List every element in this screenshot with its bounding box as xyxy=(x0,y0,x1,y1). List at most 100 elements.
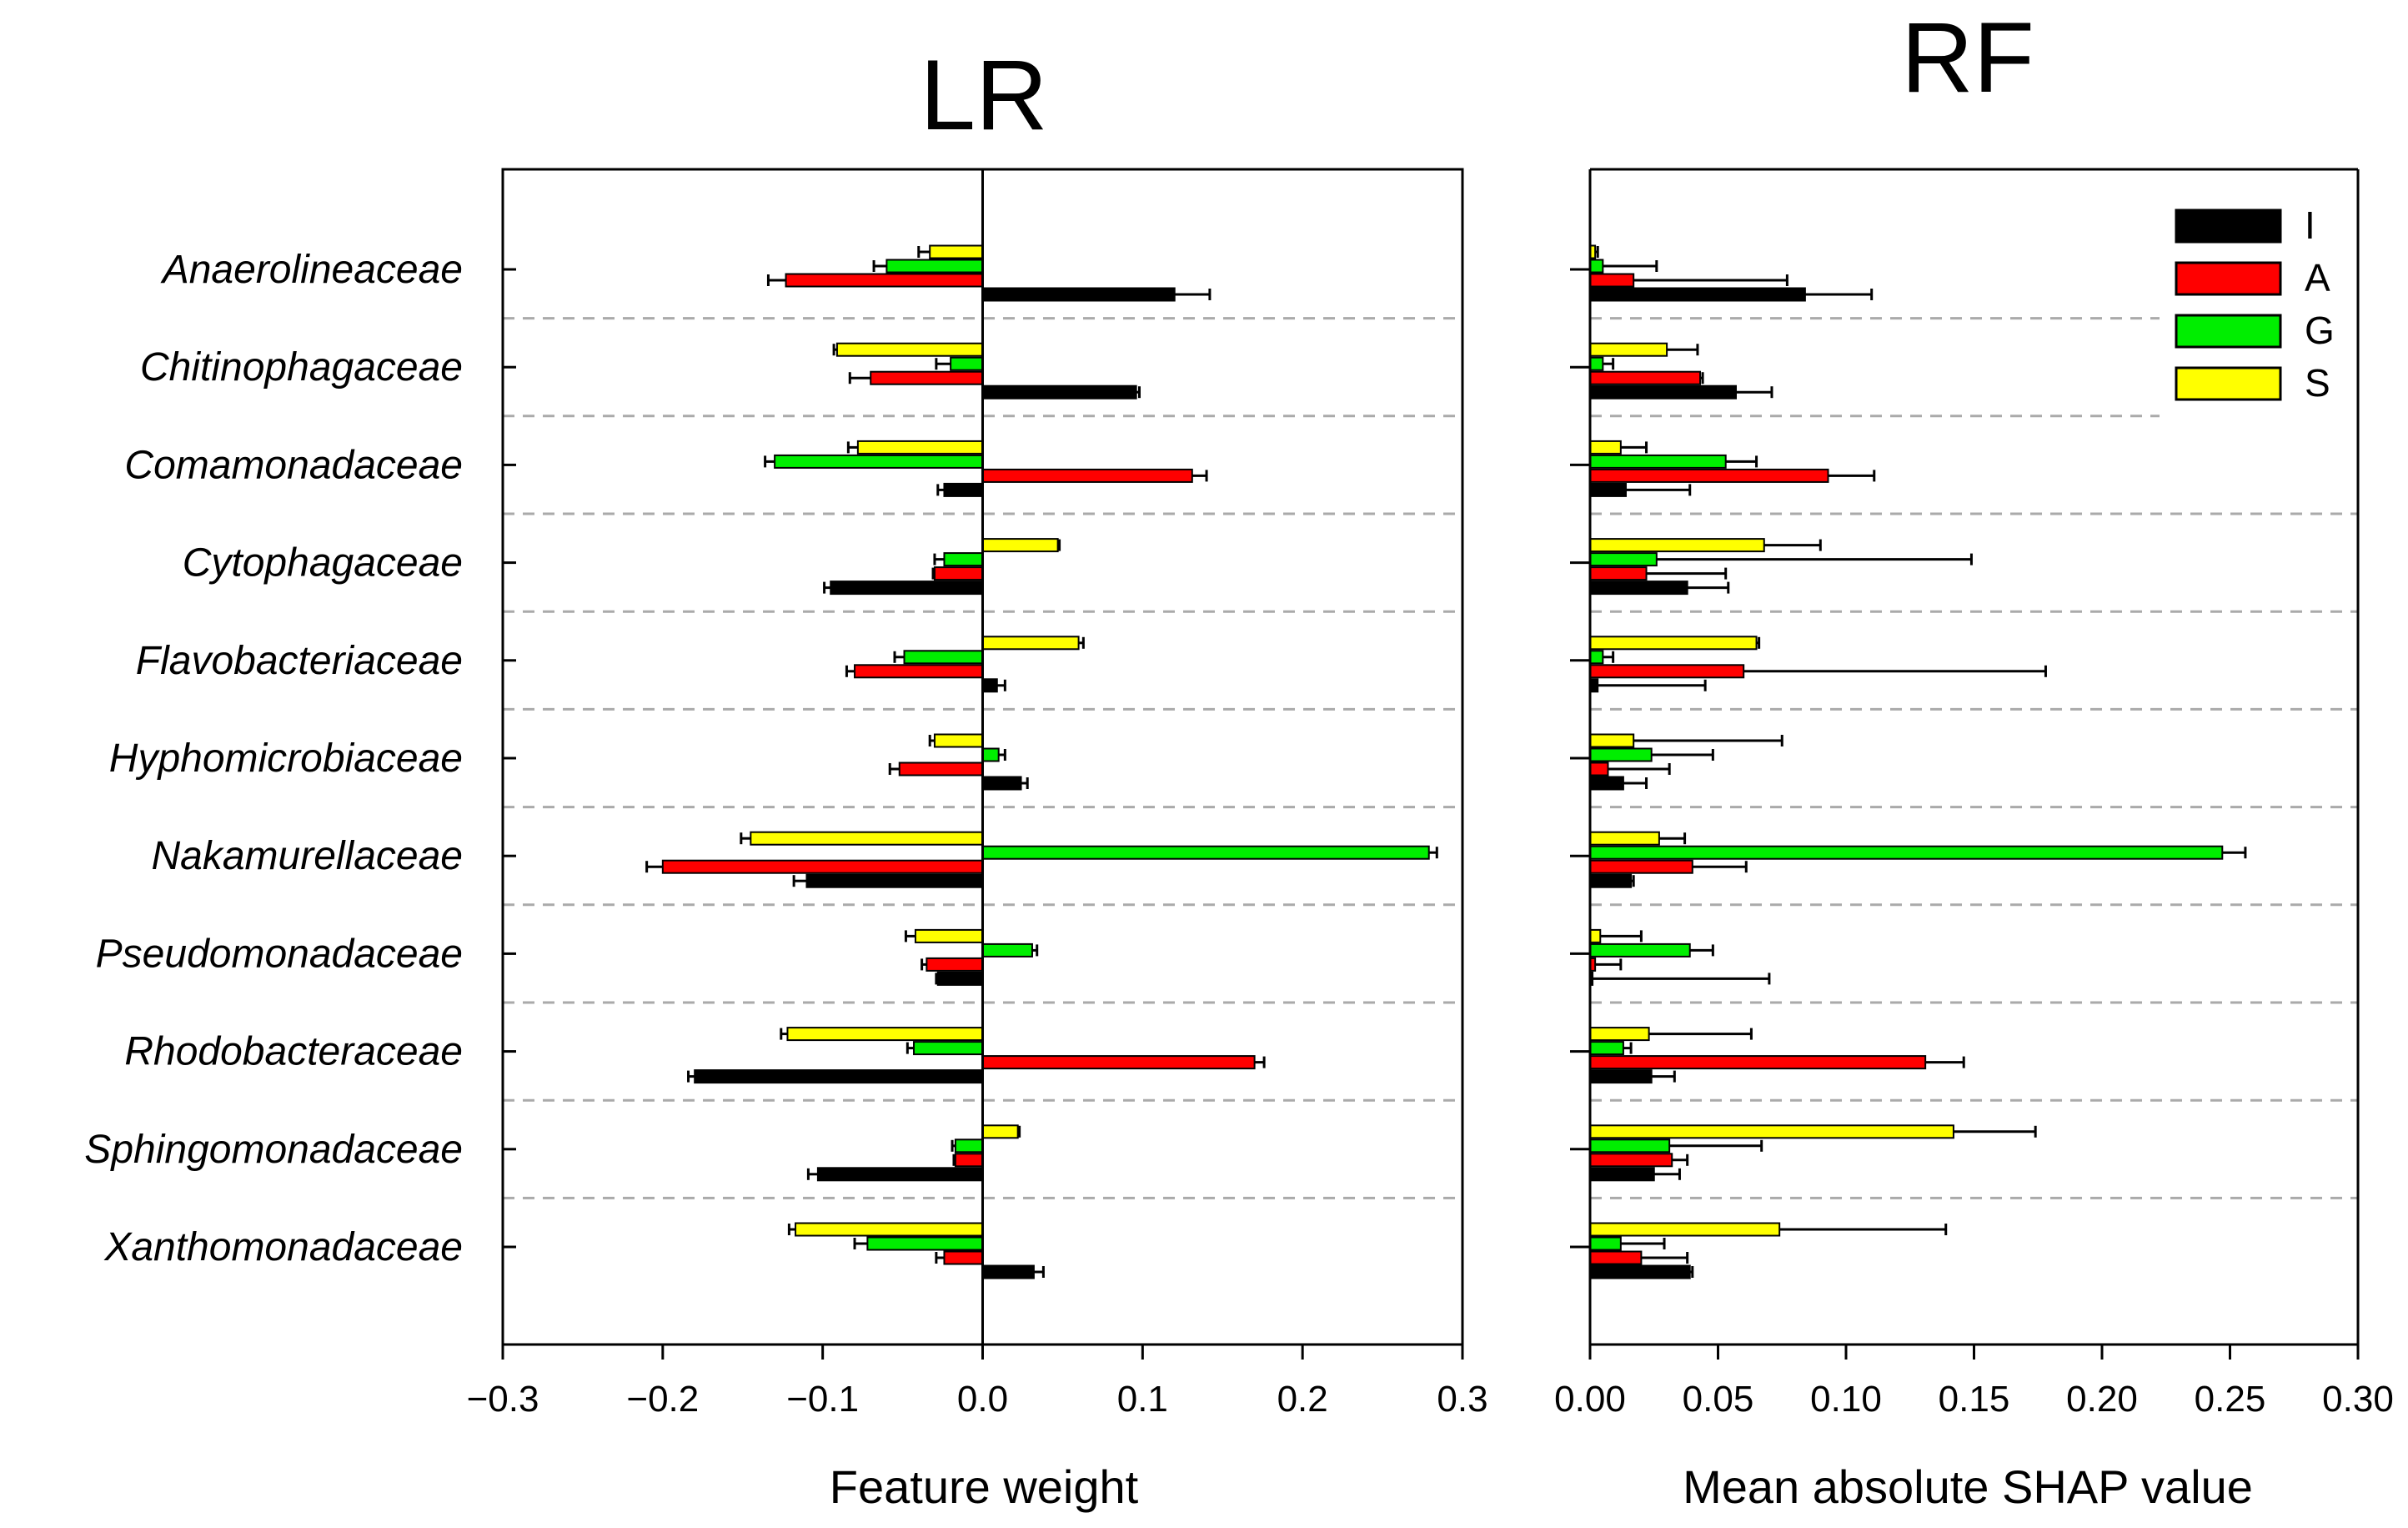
bar-a xyxy=(1589,664,1745,679)
bar-g xyxy=(903,650,984,665)
bar-i xyxy=(1589,776,1624,791)
bar-g xyxy=(943,552,984,567)
category-label: Anaerolineaceae xyxy=(160,248,463,292)
bar-i xyxy=(1589,1167,1655,1182)
legend-swatch xyxy=(2175,261,2282,296)
bar-s xyxy=(1589,342,1668,357)
bar-a xyxy=(954,1153,984,1168)
bar-i xyxy=(936,971,984,986)
bar-s xyxy=(786,1027,984,1042)
bar-g xyxy=(1589,747,1653,762)
bar-g xyxy=(981,942,1033,958)
category-label: Nakamurellaceae xyxy=(151,834,463,878)
bar-g xyxy=(1589,845,2224,860)
x-tick-label: 0.05 xyxy=(1683,1379,1754,1420)
bar-i xyxy=(816,1167,984,1182)
bar-i xyxy=(981,678,998,693)
bar-i xyxy=(981,776,1022,791)
category-label: Rhodobacteraceae xyxy=(124,1030,463,1074)
bar-s xyxy=(1589,1027,1650,1042)
legend-label: A xyxy=(2305,256,2330,299)
bar-a xyxy=(1589,1055,1927,1070)
rf-x-ticks: 0.00 0.05 0.10 0.15 0.20 0.25 0.30 xyxy=(1554,1345,2394,1420)
bar-a xyxy=(870,370,984,385)
bar-s xyxy=(750,831,984,846)
bar-i xyxy=(1589,581,1688,596)
bar-s xyxy=(1589,831,1660,846)
bar-g xyxy=(950,356,984,371)
bar-s xyxy=(981,1124,1019,1139)
bar-g xyxy=(885,259,984,274)
bar-i xyxy=(1589,287,1806,302)
bar-g xyxy=(1589,1041,1624,1056)
rf-panel: RF 0.00 0.05 0.10 0.15 0.20 0.25 0.30 Mean abs… xyxy=(1554,2,2394,1513)
rf-title: RF xyxy=(1901,2,2034,113)
x-tick-label: 0.10 xyxy=(1810,1379,1882,1420)
x-tick-label: 0.1 xyxy=(1117,1379,1168,1420)
bar-i xyxy=(1589,1264,1691,1279)
bar-a xyxy=(854,664,984,679)
bar-s xyxy=(795,1222,984,1237)
bar-i xyxy=(805,873,984,888)
bar-i xyxy=(1589,385,1737,400)
bar-g xyxy=(981,845,1430,860)
bar-g xyxy=(913,1041,984,1056)
bar-s xyxy=(835,342,984,357)
bar-a xyxy=(1589,273,1635,288)
bar-s xyxy=(1589,636,1758,651)
category-label: Xanthomonadaceae xyxy=(103,1225,463,1269)
bar-i xyxy=(1589,873,1633,888)
bar-a xyxy=(661,859,984,874)
bar-i xyxy=(943,482,984,497)
bar-i xyxy=(981,385,1137,400)
lr-panel: LR Anaerolineaceae Chitinophagaceae Comamo… xyxy=(84,39,1487,1513)
rf-separators xyxy=(1590,317,2358,1199)
bar-i xyxy=(694,1069,984,1084)
legend-swatch xyxy=(2175,209,2282,244)
bar-g xyxy=(1589,942,1691,958)
bar-s xyxy=(914,928,984,943)
bar-g xyxy=(1589,650,1604,665)
rf-x-axis-label: Mean absolute SHAP value xyxy=(1683,1460,2253,1513)
bar-g xyxy=(1589,552,1658,567)
bar-s xyxy=(929,244,984,259)
bar-s xyxy=(1589,440,1622,455)
bar-g xyxy=(1589,1138,1671,1154)
bar-s xyxy=(1589,538,1765,553)
bar-g xyxy=(1589,454,1727,469)
bar-s xyxy=(1589,733,1635,748)
bar-i xyxy=(981,287,1176,302)
category-label: Cytophagaceae xyxy=(183,541,463,586)
bar-s xyxy=(933,733,984,748)
bar-g xyxy=(1589,1236,1622,1251)
bar-a xyxy=(898,761,984,777)
bar-a xyxy=(785,273,984,288)
bar-a xyxy=(926,957,984,972)
category-label: Pseudomonadaceae xyxy=(96,932,463,976)
x-tick-label: 0.0 xyxy=(957,1379,1008,1420)
bar-a xyxy=(1589,1153,1673,1168)
legend-label: S xyxy=(2305,361,2330,405)
x-tick-label: 0.30 xyxy=(2322,1379,2394,1420)
bar-g xyxy=(774,454,984,469)
bar-a xyxy=(1589,370,1702,385)
bar-i xyxy=(981,1264,1035,1279)
lr-bars xyxy=(645,244,1438,1279)
bar-a xyxy=(1589,1250,1643,1265)
legend-swatch xyxy=(2175,366,2282,401)
category-label: Chitinophagaceae xyxy=(140,345,463,390)
bar-g xyxy=(866,1236,984,1251)
bar-s xyxy=(1589,1124,1954,1139)
x-tick-label: 0.25 xyxy=(2195,1379,2266,1420)
rf-y-ticks xyxy=(1570,268,1590,1249)
category-label: Comamonadaceae xyxy=(124,443,463,487)
lr-title: LR xyxy=(920,39,1047,151)
legend-label: G xyxy=(2305,309,2335,352)
bar-s xyxy=(1589,1222,1781,1237)
bar-i xyxy=(830,581,984,596)
bar-s xyxy=(1589,928,1602,943)
bar-i xyxy=(1589,482,1627,497)
bar-i xyxy=(1589,1069,1653,1084)
